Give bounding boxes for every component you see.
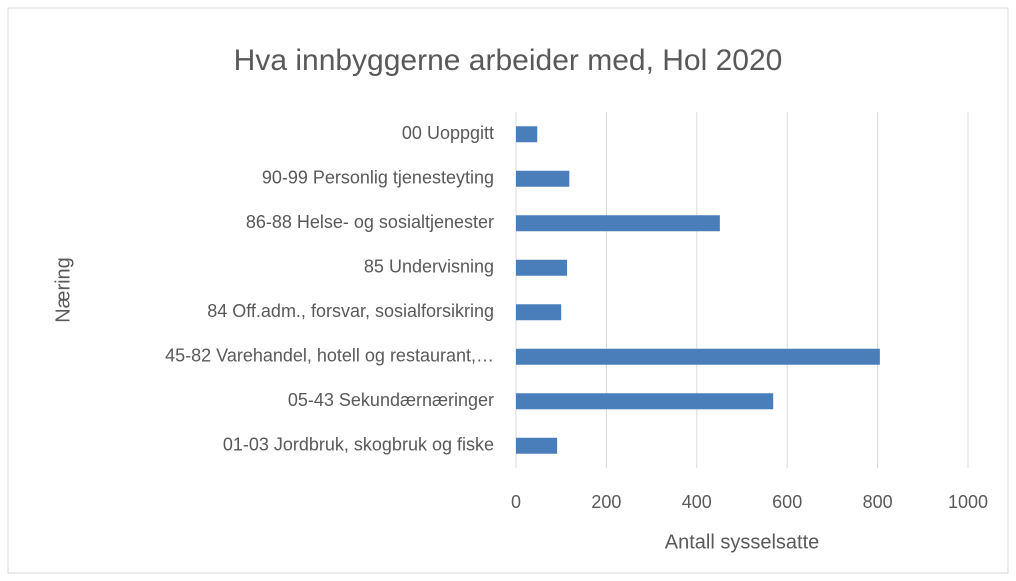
x-tick-label: 0 (511, 492, 521, 512)
bar (516, 126, 538, 143)
bar (516, 304, 562, 321)
y-tick-label: 85 Undervisning (364, 257, 494, 277)
y-tick-label: 86-88 Helse- og sosialtjenester (246, 212, 494, 232)
bar (516, 215, 720, 232)
bar (516, 348, 880, 365)
y-tick-label: 05-43 Sekundærnæringer (288, 390, 494, 410)
x-tick-label: 600 (772, 492, 802, 512)
y-tick-label: 84 Off.adm., forsvar, sosialforsikring (207, 301, 494, 321)
x-tick-label: 400 (682, 492, 712, 512)
x-axis-title: Antall sysselsatte (665, 531, 820, 553)
x-tick-label: 1000 (948, 492, 988, 512)
bar (516, 393, 774, 410)
y-tick-label: 45-82 Varehandel, hotell og restaurant,… (165, 346, 494, 366)
chart-border (7, 7, 1009, 574)
y-tick-label: 00 Uoppgitt (402, 123, 494, 143)
bar (516, 170, 570, 187)
y-axis-title: Næring (52, 257, 74, 323)
bar (516, 437, 558, 454)
y-tick-label: 90-99 Personlig tjenesteyting (262, 168, 494, 188)
chart-title: Hva innbyggerne arbeider med, Hol 2020 (234, 44, 783, 77)
x-tick-label: 200 (591, 492, 621, 512)
bar (516, 259, 568, 276)
x-tick-label: 800 (863, 492, 893, 512)
y-tick-label: 01-03 Jordbruk, skogbruk og fiske (223, 435, 494, 455)
